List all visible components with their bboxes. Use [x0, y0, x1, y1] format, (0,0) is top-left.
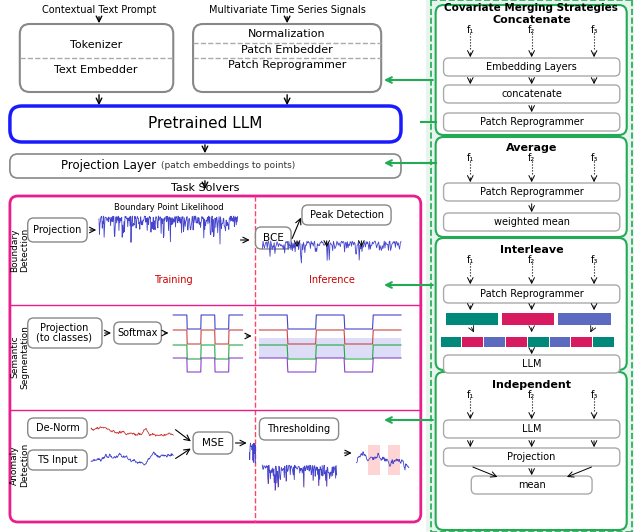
Bar	[559, 313, 611, 325]
FancyBboxPatch shape	[114, 322, 161, 344]
Text: Text Embedder: Text Embedder	[54, 65, 138, 75]
Text: LLM: LLM	[522, 424, 541, 434]
FancyBboxPatch shape	[28, 218, 87, 242]
Bar	[593, 337, 614, 347]
Text: Task Solvers: Task Solvers	[171, 183, 239, 193]
FancyBboxPatch shape	[444, 113, 620, 131]
Text: MSE: MSE	[202, 438, 224, 448]
Text: Interleave: Interleave	[500, 245, 563, 255]
Bar	[445, 313, 498, 325]
FancyBboxPatch shape	[193, 24, 381, 92]
FancyBboxPatch shape	[10, 154, 401, 178]
Text: f₂: f₂	[528, 25, 535, 35]
Text: Covariate Merging Strategies: Covariate Merging Strategies	[444, 3, 618, 13]
Text: f₃: f₃	[590, 153, 598, 163]
Bar	[506, 337, 527, 347]
Text: f₁: f₁	[467, 25, 474, 35]
Text: Pretrained LLM: Pretrained LLM	[148, 117, 262, 131]
Bar	[440, 337, 461, 347]
FancyBboxPatch shape	[444, 58, 620, 76]
Text: mean: mean	[518, 480, 545, 490]
Text: Concatenate: Concatenate	[492, 15, 571, 25]
Text: TS Input: TS Input	[37, 455, 77, 465]
FancyBboxPatch shape	[193, 432, 233, 454]
FancyBboxPatch shape	[444, 85, 620, 103]
Text: LLM: LLM	[522, 359, 541, 369]
Bar	[426, 0, 634, 532]
FancyBboxPatch shape	[255, 227, 291, 249]
Text: Patch Reprogrammer: Patch Reprogrammer	[480, 117, 584, 127]
FancyBboxPatch shape	[28, 450, 87, 470]
Text: Patch Embedder: Patch Embedder	[241, 45, 333, 55]
Text: concatenate: concatenate	[501, 89, 562, 99]
Text: f₁: f₁	[467, 153, 474, 163]
FancyBboxPatch shape	[444, 420, 620, 438]
Text: Projection: Projection	[33, 225, 82, 235]
Bar	[259, 338, 401, 358]
Text: Softmax: Softmax	[117, 328, 158, 338]
Text: Patch Reprogrammer: Patch Reprogrammer	[480, 289, 584, 299]
Bar	[572, 337, 592, 347]
Text: f₂: f₂	[528, 153, 535, 163]
FancyBboxPatch shape	[444, 448, 620, 466]
Text: f₃: f₃	[590, 25, 598, 35]
FancyBboxPatch shape	[444, 285, 620, 303]
FancyBboxPatch shape	[471, 476, 592, 494]
Bar	[528, 337, 548, 347]
Text: f₂: f₂	[528, 255, 535, 265]
Text: Contextual Text Prompt: Contextual Text Prompt	[42, 5, 156, 15]
Bar	[484, 337, 505, 347]
FancyBboxPatch shape	[259, 418, 339, 440]
Text: Training: Training	[154, 275, 193, 285]
Text: Independent: Independent	[492, 380, 571, 390]
Text: Patch Reprogrammer: Patch Reprogrammer	[228, 60, 346, 70]
Text: Inference: Inference	[308, 275, 355, 285]
Text: Boundary
Detection: Boundary Detection	[10, 228, 29, 272]
Bar	[462, 337, 483, 347]
Text: Multivariate Time Series Signals: Multivariate Time Series Signals	[209, 5, 365, 15]
Bar	[502, 313, 554, 325]
Text: f₃: f₃	[590, 390, 598, 400]
Text: Peak Detection: Peak Detection	[310, 210, 383, 220]
FancyBboxPatch shape	[436, 5, 627, 135]
Text: (patch embeddings to points): (patch embeddings to points)	[161, 162, 295, 170]
Text: f₁: f₁	[467, 390, 474, 400]
FancyBboxPatch shape	[444, 213, 620, 231]
Text: weighted mean: weighted mean	[493, 217, 570, 227]
Text: Tokenizer: Tokenizer	[70, 40, 122, 50]
FancyBboxPatch shape	[436, 238, 627, 370]
Bar	[388, 445, 400, 475]
Text: Projection: Projection	[40, 323, 88, 333]
FancyBboxPatch shape	[10, 196, 420, 522]
Text: Embedding Layers: Embedding Layers	[486, 62, 577, 72]
Text: BCE: BCE	[263, 233, 284, 243]
Text: Patch Reprogrammer: Patch Reprogrammer	[480, 187, 584, 197]
FancyBboxPatch shape	[28, 318, 102, 348]
Text: Average: Average	[506, 143, 557, 153]
Text: Projection: Projection	[508, 452, 556, 462]
FancyBboxPatch shape	[436, 137, 627, 237]
FancyBboxPatch shape	[436, 372, 627, 530]
Text: Boundary Point Likelihood: Boundary Point Likelihood	[113, 204, 223, 212]
Text: Projection Layer: Projection Layer	[61, 160, 156, 172]
Text: Thresholding: Thresholding	[268, 424, 331, 434]
FancyBboxPatch shape	[302, 205, 391, 225]
Text: f₃: f₃	[590, 255, 598, 265]
FancyBboxPatch shape	[28, 418, 87, 438]
Text: f₁: f₁	[467, 255, 474, 265]
FancyBboxPatch shape	[444, 355, 620, 373]
Text: f₂: f₂	[528, 390, 535, 400]
Text: De-Norm: De-Norm	[36, 423, 79, 433]
Bar	[550, 337, 570, 347]
Text: Anomaly
Detection: Anomaly Detection	[10, 443, 29, 487]
Bar	[368, 445, 380, 475]
FancyBboxPatch shape	[10, 106, 401, 142]
Text: (to classes): (to classes)	[36, 333, 92, 343]
Text: Normalization: Normalization	[248, 29, 326, 39]
FancyBboxPatch shape	[20, 24, 173, 92]
FancyBboxPatch shape	[444, 183, 620, 201]
Text: Semantic
Segmentation: Semantic Segmentation	[10, 325, 29, 389]
